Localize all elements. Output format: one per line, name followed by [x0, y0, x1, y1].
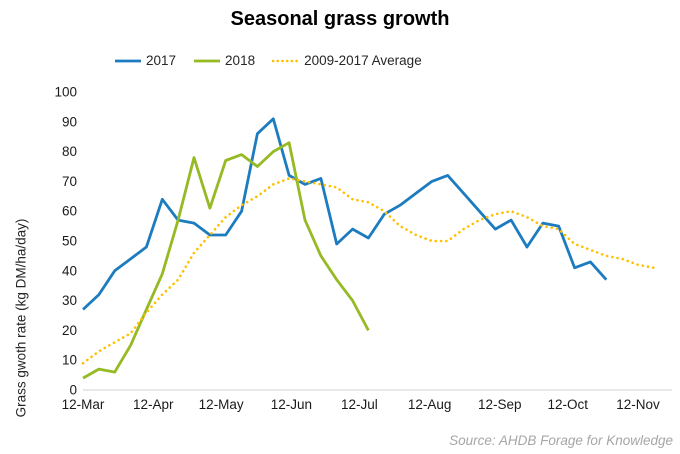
legend-item-average: 2009-2017 Average: [272, 53, 422, 68]
y-tick-label: 30: [62, 293, 77, 308]
legend: 2017 2018 2009-2017 Average: [114, 53, 422, 68]
chart-title: Seasonal grass growth: [230, 8, 450, 30]
series-line-2018: [82, 141, 370, 380]
legend-item-2018: 2018: [193, 53, 255, 68]
legend-line-icon-2018: [194, 59, 221, 62]
x-tick-label: 12-Oct: [548, 397, 589, 412]
source-caption: Source: AHDB Forage for Knowledge: [449, 433, 673, 448]
y-tick-label: 20: [62, 323, 77, 338]
x-tick-label: 12-Jun: [271, 397, 312, 412]
x-tick-label: 12-Jul: [341, 397, 378, 412]
x-tick-label: 12-Sep: [478, 397, 522, 412]
legend-dotted-line-icon-average: [272, 59, 301, 62]
y-tick-label: 50: [62, 234, 77, 249]
x-tick-label: 12-May: [199, 397, 244, 412]
y-tick-label: 60: [62, 204, 77, 219]
x-tick-label: 12-Apr: [133, 397, 174, 412]
legend-label-2018: 2018: [225, 53, 256, 68]
series-line-2017: [82, 117, 608, 311]
y-tick-label: 90: [62, 114, 77, 129]
x-tick-label: 12-Aug: [408, 397, 452, 412]
series-line-2009-2017-average: [81, 177, 656, 365]
y-tick-label: 80: [62, 144, 77, 159]
y-tick-label: 70: [62, 174, 77, 189]
y-tick-label: 10: [62, 353, 77, 368]
y-tick-label: 40: [62, 263, 77, 278]
x-tick-label: 12-Mar: [62, 397, 105, 412]
legend-line-icon-2017: [115, 59, 141, 62]
y-tick-label: 100: [54, 85, 77, 100]
x-tick-label: 12-Nov: [616, 397, 660, 412]
y-tick-label: 0: [69, 383, 77, 398]
legend-label-average: 2009-2017 Average: [304, 53, 422, 68]
y-axis-title: Grass gwoth rate (kg DM/ha/day): [13, 218, 29, 418]
legend-item-2017: 2017: [114, 53, 176, 68]
legend-label-2017: 2017: [146, 53, 177, 68]
